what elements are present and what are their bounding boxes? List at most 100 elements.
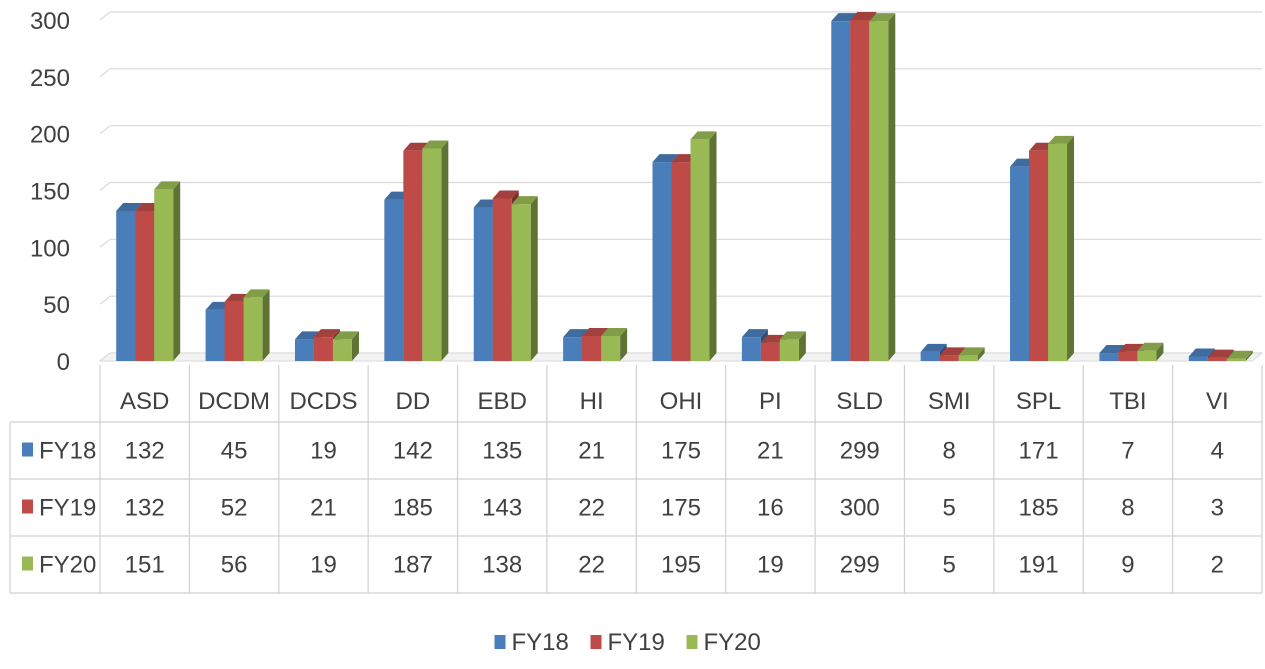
data-label: 143 [482,495,522,522]
bar [135,210,155,361]
x-tick-label: TBI [1109,388,1146,415]
bar [313,337,333,361]
bar [403,150,423,361]
legend-label: FY18 [512,629,569,656]
table-series-label: FY18 [39,438,96,465]
data-label: 21 [310,495,337,522]
bar-top [869,13,896,22]
bar-side [1245,350,1253,361]
bar-side [709,131,717,361]
bar [1010,166,1030,361]
data-label: 8 [1121,495,1134,522]
bar-top [422,140,449,149]
data-label: 142 [393,438,433,465]
data-label: 5 [942,495,955,522]
legend-key-table [22,442,33,457]
bar-top [831,13,858,22]
gridline-depth [99,68,111,78]
bar-top [652,154,679,163]
bar-top [1048,135,1075,144]
bar [1226,358,1246,361]
data-label: 132 [125,495,165,522]
bar-top [154,181,181,190]
data-label: 300 [840,495,880,522]
data-label: 187 [393,552,433,579]
bar-side [530,196,538,361]
bar-side [798,331,806,361]
x-tick-label: OHI [660,388,703,415]
bar-top [563,329,590,338]
bar [116,210,136,361]
x-tick-label: ASD [120,388,169,415]
data-label: 3 [1211,495,1224,522]
bar [1029,150,1049,361]
bar [384,199,404,361]
bar [511,204,531,361]
bar-top [332,331,359,340]
bar-side [888,13,896,362]
y-tick-label: 150 [30,179,70,206]
bar [224,301,244,361]
data-label: 138 [482,552,522,579]
data-label: 135 [482,438,522,465]
bar-top [511,196,538,205]
bar-side [351,331,359,361]
bar-top [601,327,628,336]
legend-key [494,635,506,649]
bar-top [116,202,143,211]
data-label: 52 [221,495,248,522]
bar-top [1137,342,1164,351]
gridline-depth [99,125,111,135]
bar-top [1207,349,1234,358]
bar [563,337,583,361]
data-label: 16 [757,495,784,522]
data-label: 56 [221,552,248,579]
y-tick-label: 200 [30,122,70,149]
bar-top [243,289,270,298]
data-label: 21 [578,438,605,465]
bar [294,339,314,361]
bar [741,337,761,361]
bar-top [1099,345,1126,354]
x-tick-label: DCDM [198,388,270,415]
gridline-depth [99,295,111,305]
data-label: 45 [221,438,248,465]
data-label: 19 [757,552,784,579]
data-label: 22 [578,552,605,579]
bar [671,162,691,361]
bar [1048,143,1068,361]
data-label: 191 [1019,552,1059,579]
y-tick-label: 300 [30,8,70,35]
y-tick-label: 50 [43,292,70,319]
data-label: 5 [942,552,955,579]
data-label: 299 [840,552,880,579]
gridline-depth [99,11,111,21]
bar [154,189,174,361]
bar-top [779,331,806,340]
bar [422,148,442,361]
data-label: 7 [1121,438,1134,465]
data-label: 8 [942,438,955,465]
bar-side [262,289,270,361]
bar [920,351,940,361]
legend-key-table [22,556,33,571]
x-tick-label: PI [759,388,782,415]
y-tick-label: 0 [57,349,70,376]
bar-side [1067,135,1075,361]
bar [939,355,959,361]
data-label: 185 [393,495,433,522]
bar-top [1226,350,1253,359]
x-tick-label: DCDS [289,388,357,415]
y-tick-label: 250 [30,65,70,92]
bar [779,339,799,361]
table-series-label: FY19 [39,495,96,522]
data-label: 19 [310,552,337,579]
x-tick-label: VI [1206,388,1229,415]
x-tick-label: EBD [478,388,527,415]
bar [958,355,978,361]
bar-side [1156,342,1164,361]
legend-label: FY20 [704,629,761,656]
legend-label: FY19 [608,629,665,656]
bar [1099,353,1119,361]
